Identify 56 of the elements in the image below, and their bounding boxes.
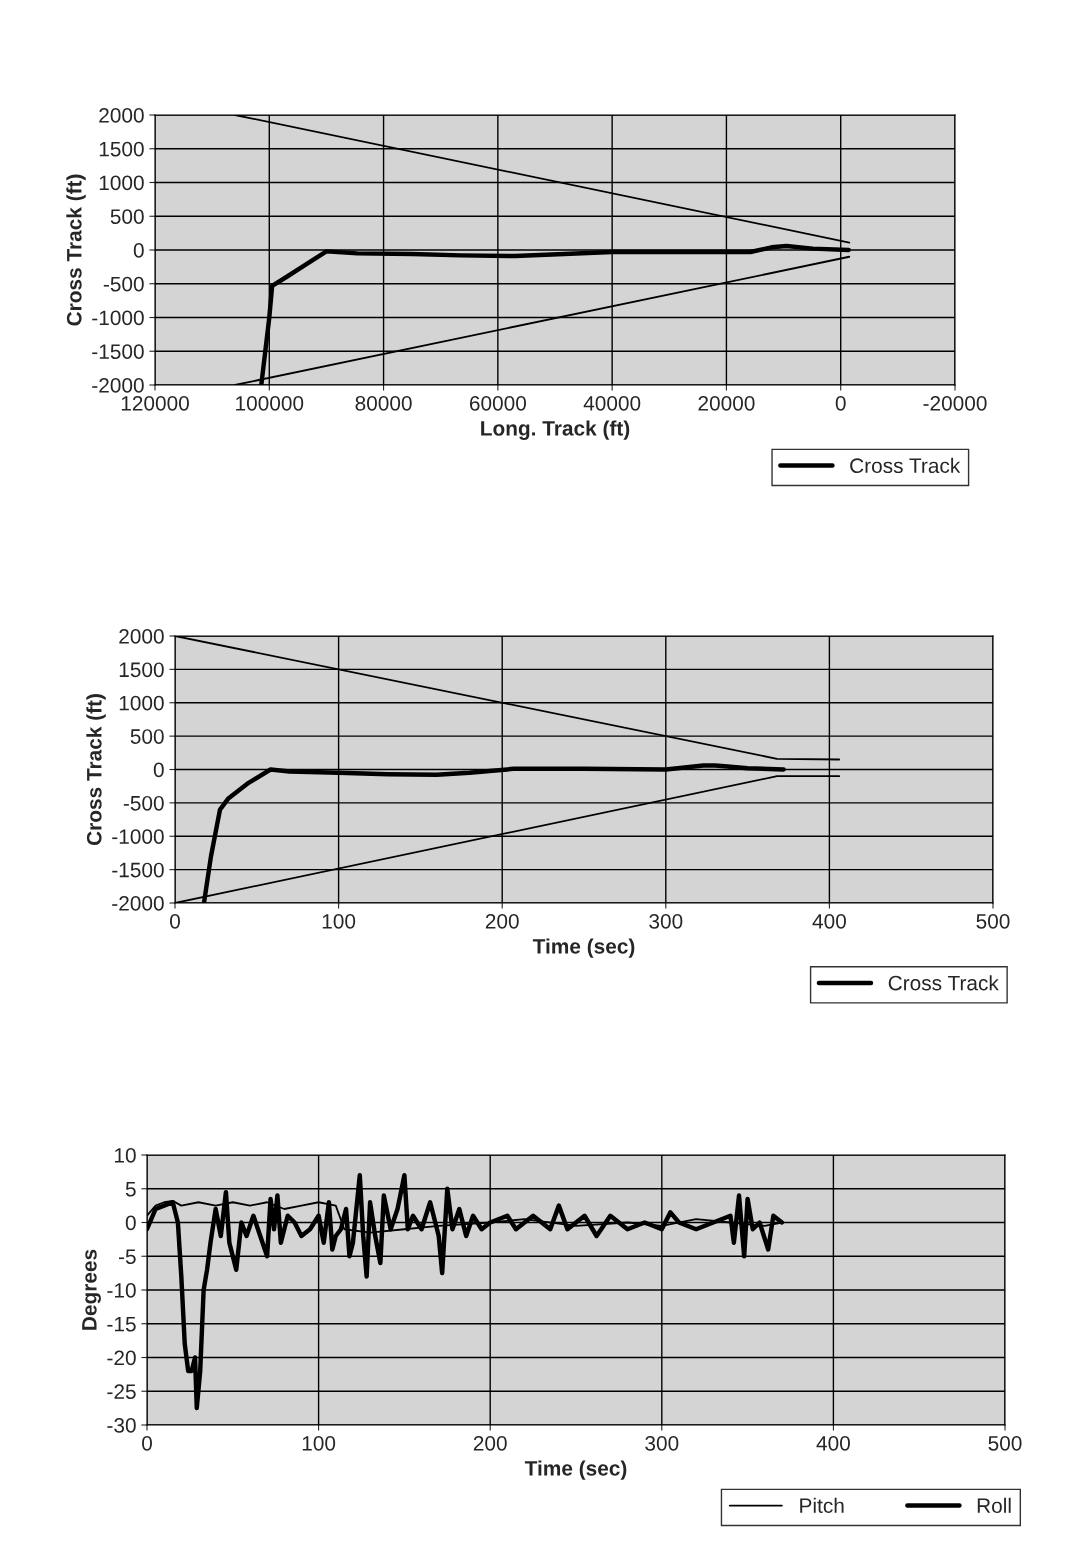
x-tick-label: 100 bbox=[322, 913, 356, 929]
y-tick-label: -2000 bbox=[92, 378, 144, 393]
y-tick-label: 0 bbox=[153, 762, 164, 778]
x-tick-label: 100000 bbox=[236, 395, 304, 411]
x-tick-label: 0 bbox=[170, 913, 180, 929]
y-tick-label: -500 bbox=[123, 795, 164, 811]
y-tick-label: 0 bbox=[125, 1215, 136, 1231]
y-tick-label: -1500 bbox=[92, 344, 144, 359]
x-tick-label: 400 bbox=[812, 913, 846, 929]
y-tick-label: -10 bbox=[107, 1283, 136, 1298]
x-tick-label: 500 bbox=[976, 913, 1010, 929]
x-tick-label: 400 bbox=[816, 1435, 850, 1451]
x-tick-label: 200 bbox=[485, 913, 519, 929]
y-tick-label: -25 bbox=[107, 1384, 136, 1399]
legend-label: Pitch bbox=[800, 1497, 844, 1514]
y-axis-title: Cross Track (ft) bbox=[66, 174, 86, 326]
legend-label: Cross Track bbox=[888, 975, 999, 991]
y-tick-label: 1000 bbox=[119, 695, 164, 711]
y-tick-label: -1500 bbox=[112, 862, 164, 878]
y-tick-label: 500 bbox=[130, 729, 164, 744]
x-tick-label: 20000 bbox=[698, 395, 755, 411]
x-tick-label: 100 bbox=[302, 1435, 336, 1451]
y-tick-label: 1500 bbox=[119, 662, 164, 678]
y-axis-title: Cross Track (ft) bbox=[86, 694, 106, 846]
y-tick-label: -15 bbox=[107, 1316, 136, 1332]
y-tick-label: -20 bbox=[107, 1350, 136, 1366]
y-tick-label: 2000 bbox=[119, 629, 164, 644]
x-tick-label: 200 bbox=[473, 1435, 507, 1451]
y-tick-label: -1000 bbox=[92, 310, 144, 326]
y-tick-label: -5 bbox=[118, 1249, 136, 1264]
y-tick-label: 1000 bbox=[99, 175, 144, 191]
x-axis-title: Long. Track (ft) bbox=[481, 420, 630, 440]
legend-label: Roll bbox=[977, 1497, 1011, 1514]
y-tick-label: -500 bbox=[103, 276, 144, 292]
x-tick-label: 300 bbox=[649, 913, 683, 929]
legend-label: Cross Track bbox=[850, 457, 961, 474]
y-axis-title: Degrees bbox=[82, 1249, 101, 1330]
x-tick-label: 60000 bbox=[469, 395, 527, 411]
y-tick-label: -30 bbox=[107, 1418, 136, 1433]
x-tick-label: 80000 bbox=[355, 395, 412, 411]
x-tick-label: 120000 bbox=[121, 395, 189, 411]
x-tick-label: 40000 bbox=[583, 395, 641, 411]
x-tick-label: 500 bbox=[988, 1435, 1022, 1451]
y-tick-label: 1500 bbox=[99, 141, 144, 157]
y-tick-label: 500 bbox=[110, 209, 144, 224]
y-tick-label: 2000 bbox=[99, 108, 144, 123]
x-tick-label: -20000 bbox=[923, 395, 987, 411]
y-tick-label: -1000 bbox=[112, 829, 164, 844]
y-tick-label: 5 bbox=[125, 1181, 136, 1197]
x-axis-title: Time (sec) bbox=[524, 1460, 627, 1480]
y-tick-label: 10 bbox=[115, 1148, 136, 1163]
y-tick-label: -2000 bbox=[112, 896, 164, 911]
y-tick-label: 0 bbox=[133, 243, 144, 258]
x-tick-label: 0 bbox=[835, 395, 846, 411]
x-tick-label: 300 bbox=[645, 1435, 679, 1451]
x-axis-title: Time (sec) bbox=[532, 938, 635, 958]
